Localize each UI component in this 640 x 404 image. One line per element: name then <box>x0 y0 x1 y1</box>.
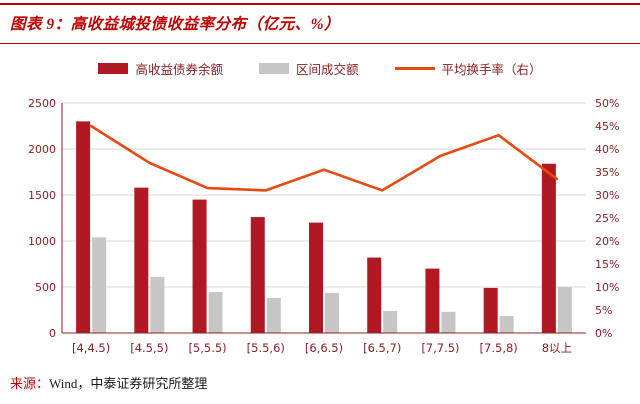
top-red-rule <box>0 3 640 5</box>
bar-series-1 <box>557 287 572 333</box>
left-axis-tick-label: 2500 <box>28 97 56 110</box>
bar-series-0 <box>309 222 323 333</box>
right-axis-tick-label: 35% <box>595 166 619 179</box>
bar-series-0 <box>483 287 498 333</box>
bar-series-1 <box>208 292 223 333</box>
x-axis-tick-label: [4.5,5) <box>130 341 168 355</box>
left-axis-tick-label: 2000 <box>28 143 56 156</box>
bar-series-1 <box>266 298 281 333</box>
bar-series-0 <box>541 163 556 333</box>
legend-label-turnover-rate: 平均换手率（右） <box>441 62 542 77</box>
source-line: 来源：Wind，中泰证券研究所整理 <box>10 373 207 392</box>
source-text: Wind，中泰证券研究所整理 <box>49 376 208 391</box>
legend-swatch-red-bar <box>98 62 129 74</box>
right-axis-tick-label: 25% <box>595 212 619 225</box>
right-axis-tick-label: 0% <box>595 327 612 340</box>
chart-area: 0 500 1000 1500 2000 2500 0% 5% 10% 15% 20% 25% 30% 3… <box>0 87 640 367</box>
legend-swatch-gray-bar <box>258 62 289 74</box>
legend-item-turnover-rate: 平均换手率（右） <box>394 59 542 78</box>
bar-series-1 <box>150 276 165 333</box>
bar-series-0 <box>192 199 207 333</box>
right-axis-tick-label: 5% <box>595 304 612 317</box>
x-axis-tick-label: [6,6.5) <box>305 341 343 355</box>
bar-series-0 <box>367 257 382 333</box>
x-axis-tick-label: [5,5.5) <box>188 341 226 355</box>
x-axis-tick-label: [6.5,7) <box>363 341 401 355</box>
chart-title: 图表 9：高收益城投债收益率分布（亿元、%） <box>10 16 341 33</box>
bar-series-1 <box>92 237 107 333</box>
left-axis-tick-label: 500 <box>35 281 56 294</box>
x-axis-tick-label: [7,7.5) <box>421 341 459 355</box>
legend-label-traded-volume: 区间成交额 <box>295 62 359 77</box>
bar-series-0 <box>425 268 440 333</box>
x-axis-tick-label: [5.5,6) <box>247 341 285 355</box>
bar-series-1 <box>441 311 456 333</box>
chart-title-bar: 图表 9：高收益城投债收益率分布（亿元、%） <box>0 5 640 44</box>
combo-chart-svg: 0 500 1000 1500 2000 2500 0% 5% 10% 15% 20% 25% 30% 3… <box>28 97 619 355</box>
x-axis-tick-label: [7.5,8) <box>480 341 518 355</box>
left-axis-tick-label: 1000 <box>28 235 56 248</box>
x-axis-tick-label: [4,4.5) <box>72 341 110 355</box>
right-axis-tick-label: 10% <box>595 281 619 294</box>
left-axis-tick-label: 0 <box>49 327 56 340</box>
bar-series-0 <box>250 217 265 333</box>
right-axis-tick-label: 20% <box>595 235 619 248</box>
right-axis-tick-label: 40% <box>595 143 619 156</box>
left-axis-tick-label: 1500 <box>28 189 56 202</box>
right-axis-tick-label: 15% <box>595 258 619 271</box>
bar-series-0 <box>76 121 91 334</box>
chart-legend: 高收益债券余额 区间成交额 平均换手率（右） <box>0 59 640 78</box>
right-axis-tick-label: 45% <box>595 120 619 133</box>
right-axis-tick-label: 30% <box>595 189 619 202</box>
legend-label-bond-balance: 高收益债券余额 <box>135 62 223 77</box>
bar-series-1 <box>499 315 514 333</box>
turnover-rate-line <box>89 124 559 192</box>
legend-item-traded-volume: 区间成交额 <box>258 59 359 78</box>
bar-series-0 <box>134 187 149 333</box>
x-axis-tick-label: 8以上 <box>542 341 572 355</box>
source-label: 来源： <box>10 376 50 391</box>
legend-swatch-line <box>394 66 435 70</box>
bar-series-1 <box>383 310 398 333</box>
bar-series-1 <box>325 292 339 333</box>
right-axis-tick-label: 50% <box>595 97 619 110</box>
legend-item-bond-balance: 高收益债券余额 <box>98 59 223 78</box>
